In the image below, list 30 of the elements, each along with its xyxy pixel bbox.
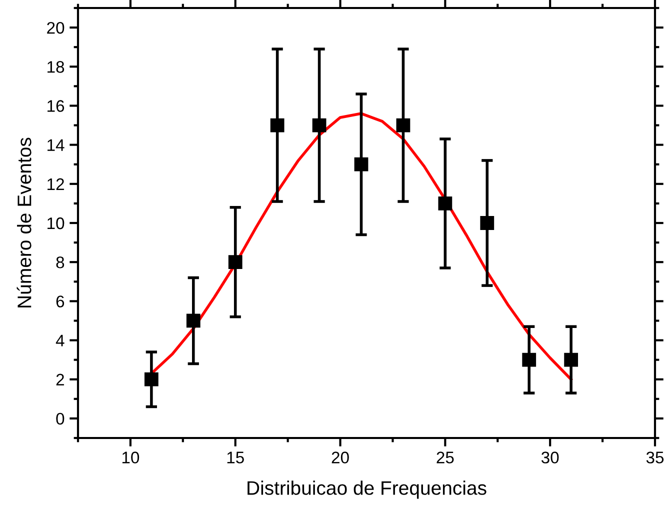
- y-tick-label: 16: [48, 100, 64, 112]
- x-tick-label: 25: [436, 452, 454, 464]
- y-tick-label: 10: [48, 217, 64, 230]
- x-tick-label: 15: [227, 452, 244, 464]
- y-tick-label: 0: [56, 412, 64, 425]
- point: [522, 352, 536, 367]
- x-tick-label: 35: [646, 452, 664, 464]
- y-tick-label: 2: [56, 374, 64, 386]
- point: [438, 196, 452, 210]
- point: [312, 118, 326, 132]
- point: [480, 216, 494, 230]
- x-tick-label: 30: [541, 452, 559, 464]
- point: [396, 118, 410, 132]
- point: [186, 314, 200, 328]
- y-tick-label: 20: [47, 22, 64, 34]
- point: [564, 352, 578, 367]
- y-tick-label: 18: [48, 61, 64, 73]
- y-tick-label: 12: [48, 178, 64, 190]
- y-tick-label: 14: [48, 139, 64, 151]
- y-tick-label: 8: [56, 256, 64, 268]
- y-tick-label: 4: [56, 334, 64, 346]
- y-tick-label: 6: [56, 296, 64, 308]
- point: [144, 372, 158, 386]
- y-axis-title: Número de Eventos: [16, 138, 32, 308]
- point: [354, 157, 368, 172]
- x-tick-label: 10: [122, 452, 140, 464]
- x-axis-title: Distribuicao de Frequencias: [248, 480, 486, 499]
- point: [228, 255, 242, 270]
- point: [270, 118, 284, 132]
- x-tick-label: 20: [332, 452, 349, 464]
